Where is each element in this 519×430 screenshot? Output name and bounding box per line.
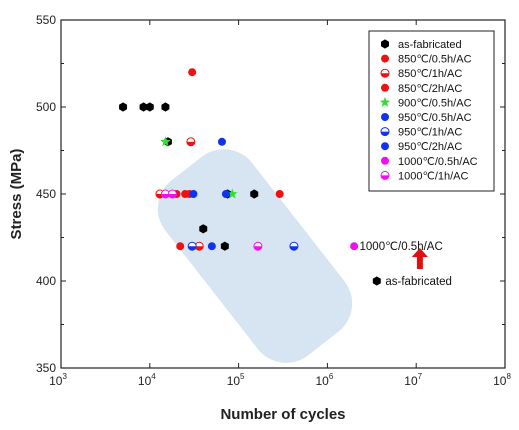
data-point [275, 190, 284, 198]
data-point [187, 241, 197, 251]
x-tick-label: 106 [315, 372, 333, 388]
x-tick-label: 103 [49, 372, 67, 388]
legend-marker [381, 83, 389, 92]
x-tick-base: 10 [227, 374, 241, 388]
legend-marker [381, 142, 389, 151]
legend-marker [381, 54, 389, 63]
legend-label: 950℃/0.5h/AC [398, 112, 472, 124]
legend-label: 900℃/0.5h/AC [398, 97, 472, 109]
annotation-text: 1000℃/0.5h/AC [360, 241, 443, 253]
legend-label: 950℃/1h/AC [398, 127, 462, 139]
x-tick-exponent: 6 [329, 372, 334, 381]
data-point [181, 190, 190, 198]
data-point [253, 241, 263, 251]
y-tick-label: 550 [36, 13, 56, 27]
legend-label: 950℃/2h/AC [398, 141, 462, 153]
data-point [188, 68, 197, 77]
x-tick-exponent: 3 [62, 372, 67, 381]
data-point [139, 102, 148, 112]
data-point [220, 241, 229, 251]
data-point [119, 102, 128, 112]
x-tick-base: 10 [404, 374, 418, 388]
x-tick-base: 10 [138, 374, 152, 388]
annotations: 1000℃/0.5h/AC as-fabricated [360, 241, 452, 288]
x-tick-exponent: 4 [151, 372, 156, 381]
legend-box [368, 30, 495, 192]
legend-marker [380, 170, 390, 180]
x-tick-exponent: 7 [418, 372, 423, 381]
data-point [207, 242, 216, 251]
y-tick-label: 500 [36, 100, 56, 114]
x-tick-label: 105 [227, 372, 245, 388]
data-point [176, 242, 185, 251]
y-tick-label: 350 [36, 361, 56, 375]
legend-marker [379, 96, 391, 107]
legend-marker [381, 113, 389, 121]
legend-marker [381, 39, 389, 49]
data-points [119, 68, 381, 286]
x-tick-label: 107 [404, 372, 422, 388]
data-point [372, 276, 381, 286]
legend-marker [380, 127, 390, 137]
data-point [189, 190, 198, 198]
legend-label: 850℃/2h/AC [398, 83, 462, 95]
data-point [221, 190, 230, 198]
x-tick-base: 10 [49, 374, 63, 388]
x-tick-exponent: 8 [506, 372, 511, 381]
x-tick-exponent: 5 [240, 372, 245, 381]
legend-marker [381, 156, 389, 165]
legend-marker [380, 68, 390, 78]
data-point [167, 189, 177, 199]
annotation-text: as-fabricated [385, 276, 451, 288]
x-axis-title: Number of cycles [220, 406, 345, 423]
legend-label: 1000℃/1h/AC [398, 170, 469, 182]
data-point [350, 242, 359, 251]
x-tick-base: 10 [315, 374, 329, 388]
x-axis-ticks: 103 104 105 106 107 108 [49, 20, 511, 388]
data-point [186, 137, 196, 147]
y-tick-label: 450 [36, 187, 56, 201]
data-point [160, 136, 171, 147]
x-tick-label: 104 [138, 372, 156, 388]
legend-label: 850℃/1h/AC [398, 68, 462, 80]
highlight-region [157, 149, 353, 363]
legend-label: 850℃/0.5h/AC [398, 54, 472, 66]
data-point [145, 102, 154, 112]
legend: as-fabricated 850℃/0.5h/AC 850℃/1h/AC 850℃/… [368, 30, 495, 192]
x-tick-label: 108 [493, 372, 511, 388]
legend-label: 1000℃/0.5h/AC [398, 156, 478, 168]
data-point [199, 224, 208, 234]
data-point [250, 189, 259, 199]
y-axis-ticks: 350 400 450 500 550 [36, 13, 505, 375]
x-tick-base: 10 [493, 374, 507, 388]
legend-label: as-fabricated [398, 39, 462, 51]
data-point [194, 241, 204, 251]
data-point [217, 137, 226, 146]
y-tick-label: 400 [36, 274, 56, 288]
y-axis-title: Stress (MPa) [8, 149, 25, 240]
data-point [289, 241, 299, 251]
up-arrow [411, 247, 428, 269]
data-point [161, 102, 170, 112]
data-point [227, 188, 238, 199]
